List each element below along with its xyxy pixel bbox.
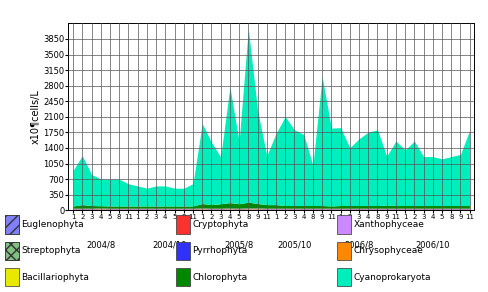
Y-axis label: x10¶cells/L: x10¶cells/L [30, 89, 40, 144]
Text: Xanthophyceae: Xanthophyceae [353, 220, 424, 229]
Text: Streptophyta: Streptophyta [21, 246, 80, 255]
Text: 2005/8: 2005/8 [224, 241, 253, 250]
Text: Cyanoprokaryota: Cyanoprokaryota [353, 273, 430, 281]
Text: Bacillariophyta: Bacillariophyta [21, 273, 89, 281]
Text: 2005/10: 2005/10 [277, 241, 311, 250]
Text: Euglenophyta: Euglenophyta [21, 220, 83, 229]
Text: 2006/8: 2006/8 [344, 241, 373, 250]
Text: Chlorophyta: Chlorophyta [192, 273, 247, 281]
Text: Cryptophyta: Cryptophyta [192, 220, 248, 229]
Text: Pyrrhophyta: Pyrrhophyta [192, 246, 247, 255]
Text: Chrysophyceae: Chrysophyceae [353, 246, 423, 255]
Text: 2004/8: 2004/8 [86, 241, 115, 250]
Text: 2006/10: 2006/10 [415, 241, 449, 250]
Text: 2004/10: 2004/10 [152, 241, 187, 250]
